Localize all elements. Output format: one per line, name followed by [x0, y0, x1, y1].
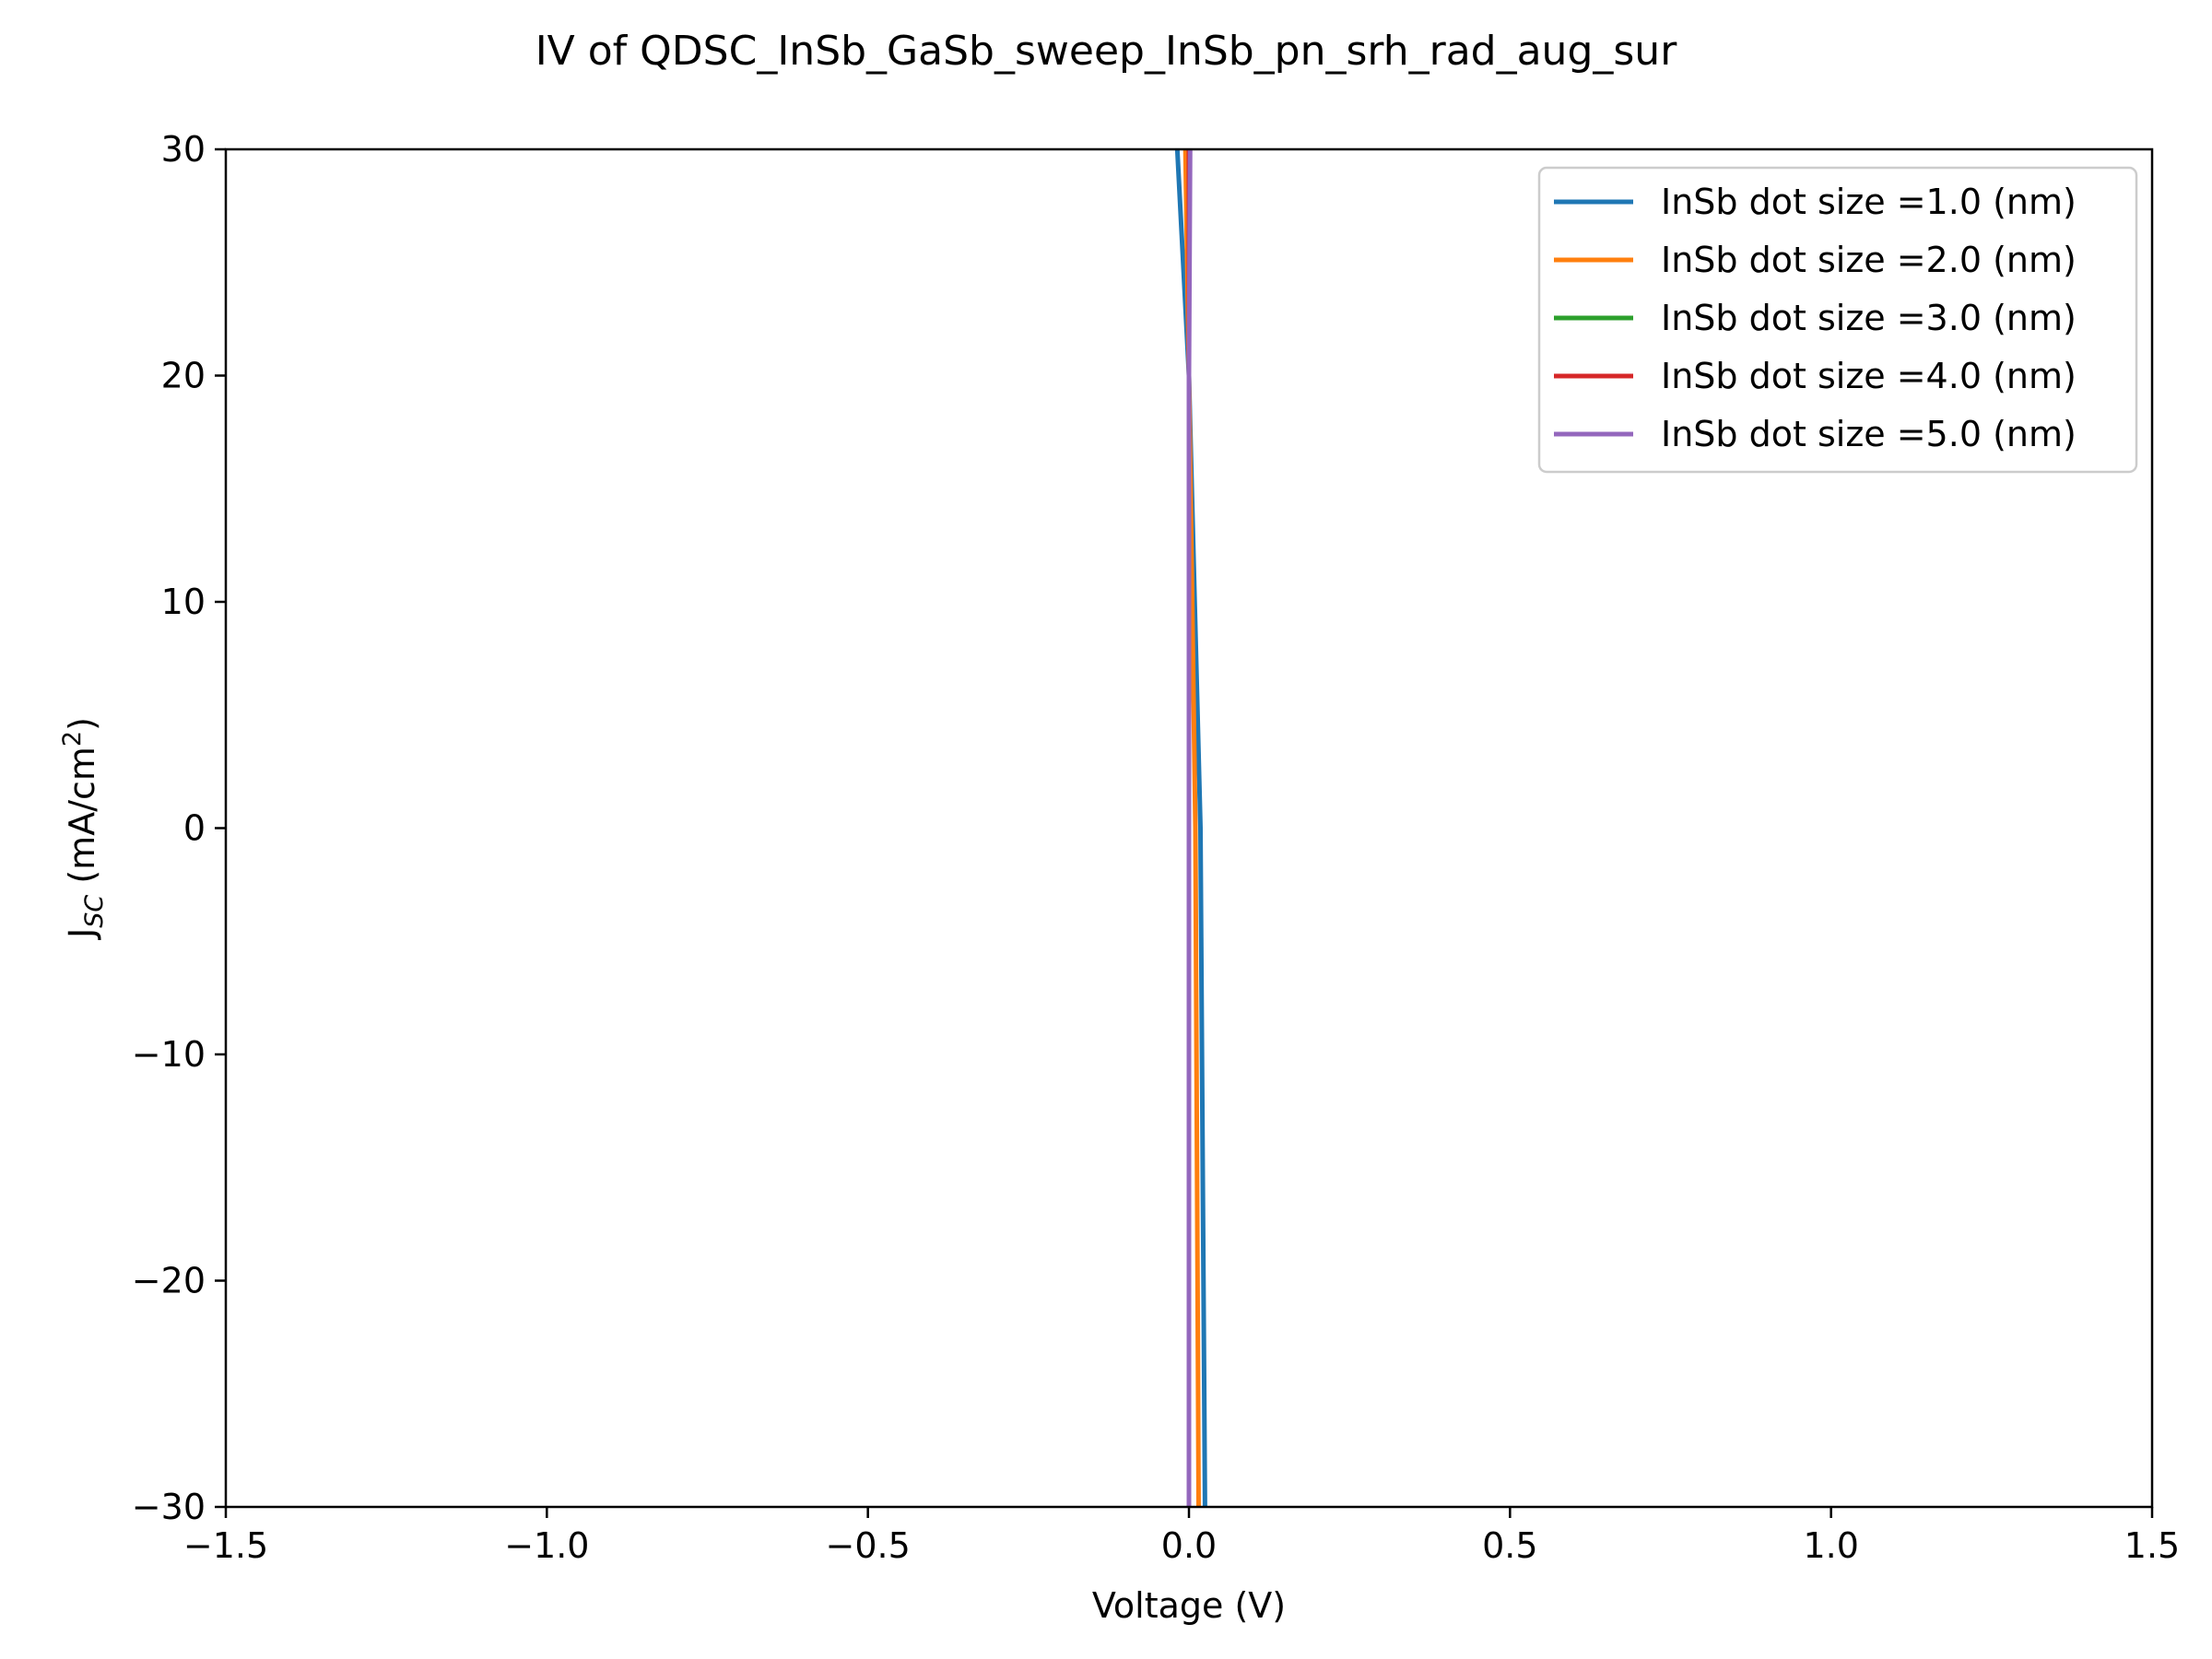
y-tick-label: 0 — [183, 808, 206, 849]
x-tick-label: 1.0 — [1803, 1525, 1858, 1566]
y-axis-label-unit: (mA/cm — [62, 747, 102, 895]
legend-entry-3: InSb dot size =3.0 (nm) — [1661, 298, 2077, 338]
legend-entry-4: InSb dot size =4.0 (nm) — [1661, 356, 2077, 396]
y-tick-label: 30 — [161, 129, 206, 170]
x-tick-label: 1.5 — [2124, 1525, 2180, 1566]
legend: InSb dot size =1.0 (nm) InSb dot size =2.… — [1537, 166, 2138, 474]
x-tick-label: −0.5 — [826, 1525, 911, 1566]
series-line-1 — [1174, 149, 1207, 1507]
legend-entry-2: InSb dot size =2.0 (nm) — [1661, 240, 2077, 280]
legend-box — [1537, 166, 2138, 474]
y-axis-label: JSC (mA/cm2) — [58, 717, 109, 940]
legend-entry-5: InSb dot size =5.0 (nm) — [1661, 414, 2077, 454]
y-tick-label: 10 — [161, 582, 206, 622]
x-tick-label: −1.0 — [504, 1525, 589, 1566]
y-tick-label: 20 — [161, 356, 206, 396]
x-tick-label: −1.5 — [183, 1525, 268, 1566]
y-tick-label: −10 — [132, 1034, 206, 1075]
legend-entry-1: InSb dot size =1.0 (nm) — [1661, 182, 2077, 222]
x-tick-label: 0.5 — [1482, 1525, 1537, 1566]
y-tick-label: −20 — [132, 1261, 206, 1301]
y-axis-label-subscript: SC — [80, 895, 109, 928]
x-axis-label: Voltage (V) — [1092, 1585, 1286, 1626]
x-tick-label: 0.0 — [1161, 1525, 1217, 1566]
y-axis-label-main: J — [62, 928, 102, 940]
y-tick-label: −30 — [132, 1487, 206, 1527]
y-axis-label-unit-close: ) — [62, 717, 102, 731]
y-axis-label-superscript: 2 — [58, 731, 87, 747]
chart-title: IV of QDSC_InSb_GaSb_sweep_InSb_pn_srh_r… — [535, 28, 1677, 75]
series-layer — [1174, 149, 1207, 1507]
axes: −1.5 −1.0 −0.5 0.0 0.5 1.0 1.5 −30 −20 −10 0 10 20 30 — [132, 129, 2180, 1566]
series-line-5 — [1186, 149, 1193, 1507]
